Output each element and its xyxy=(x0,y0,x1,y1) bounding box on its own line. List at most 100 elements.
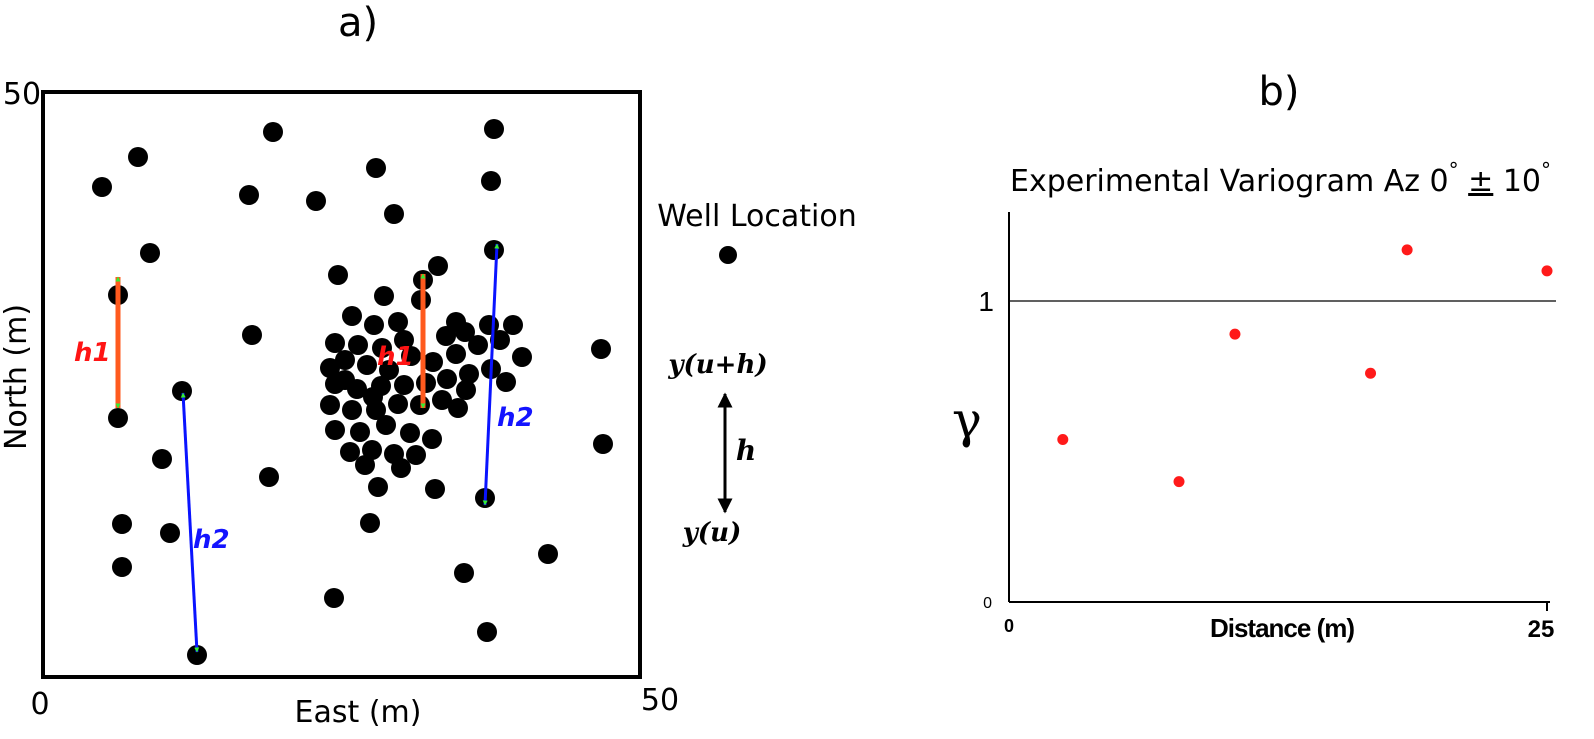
well-point xyxy=(112,514,132,534)
well-point xyxy=(357,355,377,375)
well-point xyxy=(477,622,497,642)
variogram-point-5 xyxy=(1401,244,1413,256)
well-point xyxy=(379,360,399,380)
chart-title: Experimental Variogram Az 0° ± 10° xyxy=(1010,158,1551,199)
well-point xyxy=(259,467,279,487)
h1-label-center: h1 xyxy=(377,342,414,372)
variogram-point-3 xyxy=(1229,328,1241,340)
well-points xyxy=(92,119,613,665)
well-point xyxy=(342,400,362,420)
well-point xyxy=(388,394,408,414)
well-point xyxy=(484,240,504,260)
well-point xyxy=(459,364,479,384)
well-point xyxy=(468,335,488,355)
well-point xyxy=(394,375,414,395)
x-tick-label-0: 0 xyxy=(1004,616,1014,636)
well-point xyxy=(391,458,411,478)
well-point xyxy=(456,380,476,400)
x-axis-min-label: 0 xyxy=(30,687,49,722)
well-point xyxy=(350,422,370,442)
well-point xyxy=(306,191,326,211)
variogram-point-1 xyxy=(1057,433,1069,445)
well-point xyxy=(360,513,380,533)
well-point xyxy=(342,306,362,326)
well-point xyxy=(428,256,448,276)
well-point xyxy=(384,204,404,224)
well-point xyxy=(406,445,426,465)
well-point xyxy=(484,119,504,139)
well-point xyxy=(320,395,340,415)
well-point xyxy=(355,455,375,475)
well-point xyxy=(388,312,408,332)
well-point xyxy=(140,243,160,263)
well-point xyxy=(324,588,344,608)
h1-label-left: h1 xyxy=(74,338,111,368)
well-point xyxy=(239,185,259,205)
lag-schematic-lower-label: y(u) xyxy=(682,518,742,548)
well-point xyxy=(481,171,501,191)
y-axis-title: γ xyxy=(952,391,982,449)
well-point xyxy=(152,449,172,469)
well-point xyxy=(423,352,443,372)
well-point xyxy=(363,387,383,407)
x-axis-title: East (m) xyxy=(295,695,422,730)
x-axis-title: Distance (m) xyxy=(1210,613,1354,643)
well-point xyxy=(372,338,392,358)
y-axis-max-label: 50 xyxy=(3,77,41,112)
well-point xyxy=(454,563,474,583)
well-point xyxy=(538,544,558,564)
panel-b-label: b) xyxy=(1259,69,1300,115)
well-point xyxy=(394,330,414,350)
well-point xyxy=(242,325,262,345)
legend-well-symbol xyxy=(719,246,737,264)
lag-schematic-h-label: h xyxy=(736,434,756,467)
well-point xyxy=(328,265,348,285)
panel-a: a) 50 0 50 East (m) North (m) h1 h1 h2 h… xyxy=(0,0,857,730)
lag-h2-arrow-left xyxy=(180,392,200,653)
legend-well-location-label: Well Location xyxy=(657,199,856,234)
well-point xyxy=(436,326,456,346)
well-point xyxy=(496,372,516,392)
x-axis-max-label: 50 xyxy=(641,683,679,718)
well-point xyxy=(92,177,112,197)
well-point xyxy=(432,390,452,410)
well-point xyxy=(108,408,128,428)
well-point xyxy=(437,369,457,389)
h2-label-right: h2 xyxy=(497,403,534,433)
well-point xyxy=(422,429,442,449)
well-point xyxy=(376,415,396,435)
lag-h2-arrow-right xyxy=(482,243,500,506)
panel-b: b) Experimental Variogram Az 0° ± 10° 1 … xyxy=(952,69,1556,643)
well-point xyxy=(503,315,523,335)
well-point xyxy=(364,315,384,335)
well-point xyxy=(348,335,368,355)
well-point xyxy=(425,479,445,499)
well-point xyxy=(374,286,394,306)
well-point xyxy=(362,440,382,460)
x-tick-label-25: 25 xyxy=(1528,616,1555,643)
variogram-point-2 xyxy=(1173,476,1185,488)
well-point xyxy=(160,523,180,543)
well-point xyxy=(416,373,436,393)
well-point xyxy=(112,557,132,577)
well-point xyxy=(446,312,466,332)
well-point xyxy=(400,423,420,443)
well-point xyxy=(593,434,613,454)
well-point xyxy=(591,339,611,359)
panel-a-label: a) xyxy=(338,0,378,46)
well-point xyxy=(335,370,355,390)
well-point xyxy=(340,442,360,462)
h2-label-left: h2 xyxy=(193,525,230,555)
well-point xyxy=(335,350,355,370)
well-point xyxy=(448,398,468,418)
y-tick-label-0: 0 xyxy=(983,595,992,612)
well-point xyxy=(401,346,421,366)
well-point xyxy=(263,122,283,142)
well-point xyxy=(368,477,388,497)
well-point xyxy=(410,395,430,415)
variogram-points xyxy=(1057,244,1553,488)
y-tick-label-1: 1 xyxy=(978,286,994,317)
variogram-point-6 xyxy=(1541,265,1553,277)
well-point xyxy=(446,344,466,364)
